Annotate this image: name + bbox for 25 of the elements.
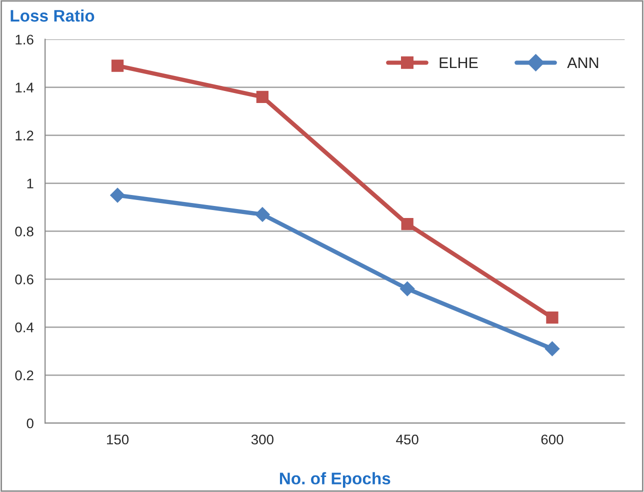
y-tick-label: 0.4	[15, 322, 34, 332]
y-tick-label: 1.4	[16, 82, 34, 92]
x-tick-label: 300	[251, 434, 274, 444]
y-tick-label: 1.2	[16, 130, 34, 140]
y-tick-label: 0.8	[15, 226, 34, 236]
y-tick-label: 0.6	[15, 274, 34, 284]
y-axis-title: Loss Ratio	[10, 9, 94, 22]
y-tick-label: 0	[26, 418, 34, 428]
point	[401, 218, 414, 230]
point	[255, 207, 270, 222]
y-tick-label: 0.2	[15, 370, 34, 380]
point	[400, 281, 415, 296]
x-tick-label: 600	[541, 434, 564, 444]
y-tick-label: 1.6	[16, 34, 34, 45]
x-tick-label: 150	[107, 434, 129, 444]
point	[111, 60, 124, 72]
legend-label: ANN	[567, 58, 598, 68]
x-tick-label: 450	[396, 434, 418, 444]
point	[544, 341, 560, 356]
point	[110, 188, 125, 203]
x-axis-title: No. of Epochs	[280, 472, 390, 488]
point	[256, 90, 269, 103]
legend-label: ELHE	[440, 58, 478, 68]
y-tick-label: 1	[27, 178, 34, 188]
point	[546, 312, 558, 324]
